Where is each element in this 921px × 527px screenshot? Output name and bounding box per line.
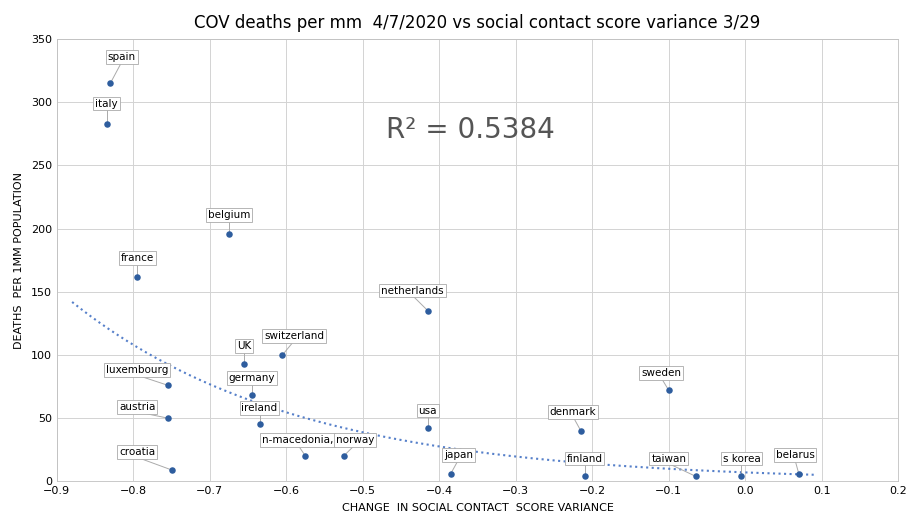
Text: spain: spain	[108, 52, 136, 62]
Point	[252, 420, 267, 428]
Point	[421, 424, 436, 433]
Point	[164, 466, 179, 474]
Text: france: france	[121, 252, 154, 262]
Text: austria: austria	[119, 402, 156, 412]
Text: ireland: ireland	[241, 403, 277, 413]
Text: germany: germany	[228, 373, 275, 383]
Text: R² = 0.5384: R² = 0.5384	[386, 116, 554, 144]
Y-axis label: DEATHS  PER 1MM POPULATION: DEATHS PER 1MM POPULATION	[14, 172, 24, 349]
Title: COV deaths per mm  4/7/2020 vs social contact score variance 3/29: COV deaths per mm 4/7/2020 vs social con…	[194, 14, 761, 32]
Text: n-macedonia,: n-macedonia,	[262, 435, 333, 445]
Text: netherlands: netherlands	[381, 286, 444, 296]
Text: belgium: belgium	[208, 210, 251, 220]
Point	[734, 472, 749, 481]
Text: croatia: croatia	[119, 447, 156, 457]
Point	[688, 472, 703, 481]
Text: switzerland: switzerland	[264, 331, 324, 341]
Point	[160, 381, 175, 389]
Point	[298, 452, 313, 460]
Point	[577, 472, 592, 481]
Text: s korea: s korea	[723, 454, 761, 464]
Point	[443, 470, 458, 478]
Text: usa: usa	[418, 406, 437, 416]
Point	[237, 359, 251, 368]
Text: UK: UK	[237, 341, 251, 351]
Point	[336, 452, 351, 460]
Point	[275, 350, 290, 359]
Text: finland: finland	[566, 454, 602, 464]
Text: sweden: sweden	[641, 368, 682, 378]
Point	[791, 470, 806, 478]
Point	[103, 79, 118, 87]
Point	[99, 120, 114, 128]
Text: taiwan: taiwan	[651, 454, 686, 464]
Text: japan: japan	[444, 450, 472, 460]
Point	[421, 307, 436, 315]
Text: italy: italy	[95, 99, 118, 109]
Text: belarus: belarus	[775, 450, 814, 460]
Point	[222, 229, 237, 238]
Point	[160, 414, 175, 422]
Text: luxembourg: luxembourg	[106, 365, 169, 375]
Text: denmark: denmark	[550, 407, 597, 417]
Point	[574, 426, 589, 435]
Point	[661, 386, 676, 395]
Point	[130, 272, 145, 281]
Point	[244, 391, 259, 399]
X-axis label: CHANGE  IN SOCIAL CONTACT  SCORE VARIANCE: CHANGE IN SOCIAL CONTACT SCORE VARIANCE	[342, 503, 613, 513]
Text: norway: norway	[336, 435, 374, 445]
